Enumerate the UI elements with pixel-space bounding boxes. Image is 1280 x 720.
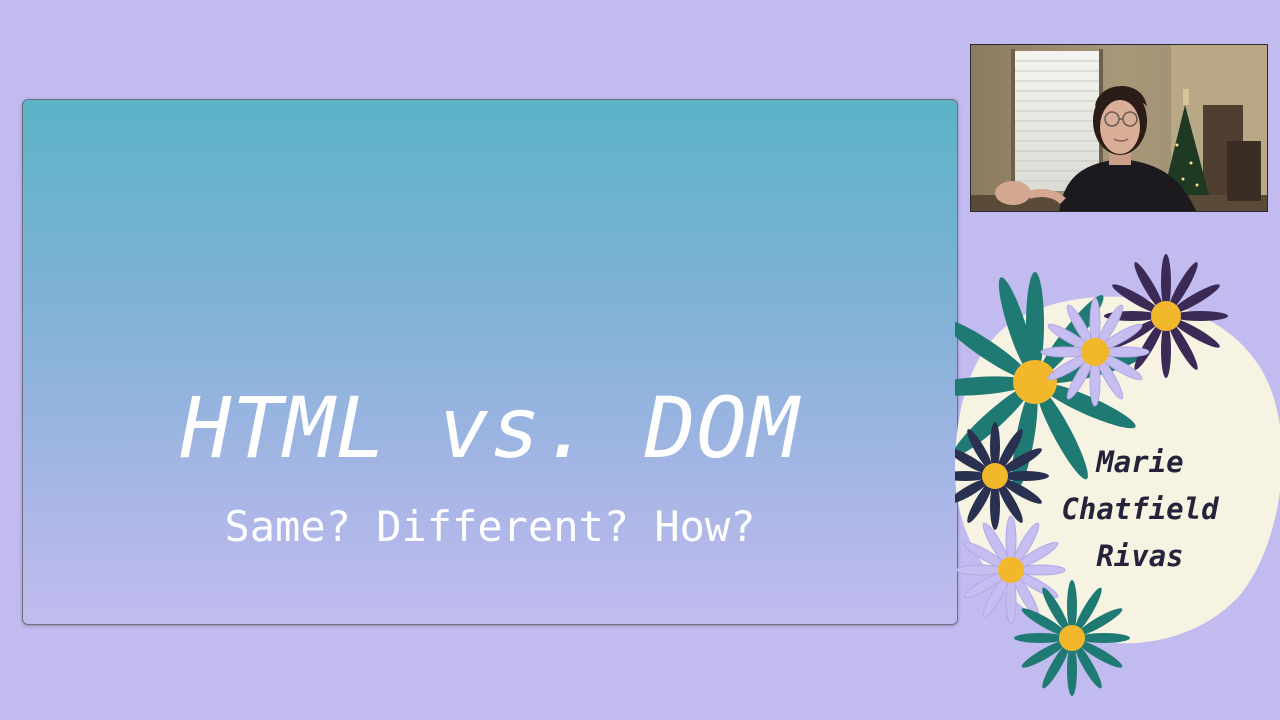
slide-subtitle: Same? Different? How? (224, 502, 756, 551)
slide-title: HTML vs. DOM (180, 379, 800, 477)
presenter-video-image (971, 45, 1267, 211)
speaker-middle-name: Chatfield (1061, 492, 1219, 526)
presenter-video-feed (970, 44, 1268, 212)
speaker-last-name: Rivas (1096, 539, 1184, 573)
speaker-first-name: Marie (1096, 445, 1184, 479)
presentation-slide: HTML vs. DOM Same? Different? How? (22, 99, 958, 625)
speaker-name-badge: Marie Chatfield Rivas (955, 250, 1280, 700)
daisy-flower-icon (955, 254, 1280, 696)
